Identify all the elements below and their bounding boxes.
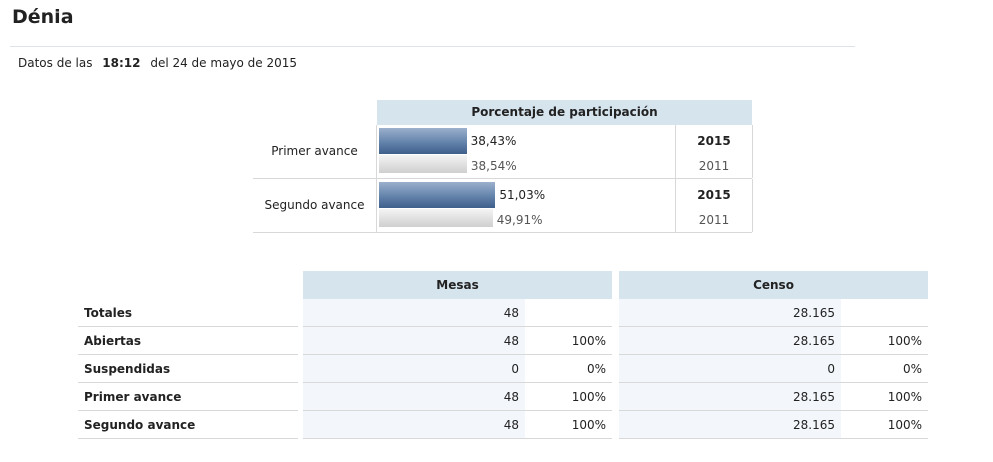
- bar-current: [379, 182, 496, 208]
- cell: [841, 299, 928, 327]
- cell: [619, 299, 841, 327]
- bar-previous: [379, 209, 493, 227]
- cell-sep: [752, 125, 753, 178]
- cell-sep: [675, 125, 676, 178]
- count: 0: [827, 362, 835, 376]
- row-label: Abiertas: [78, 327, 298, 355]
- title: Dénia: [12, 6, 74, 28]
- cell: [619, 383, 841, 411]
- row-label: Totales: [78, 299, 298, 327]
- cell: [841, 411, 928, 439]
- year-previous: 2011: [698, 213, 730, 227]
- timestamp-prefix: Datos de las: [18, 56, 93, 70]
- cell: [303, 327, 525, 355]
- count: 28.165: [793, 390, 835, 404]
- cell: [303, 299, 525, 327]
- count: 28.165: [793, 418, 835, 432]
- cell: [525, 411, 612, 439]
- cell: [525, 355, 612, 383]
- cell: [619, 355, 841, 383]
- cell: [525, 299, 612, 327]
- divider: [10, 46, 855, 47]
- bar-label: 38,54%: [470, 159, 517, 173]
- year-current: 2015: [697, 134, 731, 148]
- year-previous: 2011: [698, 159, 730, 173]
- count: 48: [503, 390, 519, 404]
- cell-sep: [675, 179, 676, 232]
- cell: [619, 411, 841, 439]
- percent: 0%: [902, 362, 922, 376]
- count: 0: [511, 362, 519, 376]
- cell: [303, 355, 525, 383]
- table-header: Mesas: [303, 271, 612, 299]
- percent: 0%: [586, 362, 606, 376]
- participation-header: Porcentaje de participación: [377, 100, 752, 125]
- percent: 100%: [571, 418, 606, 432]
- cell-sep: [752, 179, 753, 232]
- cell: [303, 383, 525, 411]
- table-header: Censo: [619, 271, 928, 299]
- cell: [525, 383, 612, 411]
- cell: [525, 327, 612, 355]
- percent: 100%: [571, 390, 606, 404]
- row-label: Primer avance: [78, 383, 298, 411]
- bar-previous: [379, 155, 467, 173]
- bar-label: 38,43%: [470, 134, 517, 148]
- cell: [841, 383, 928, 411]
- count: 48: [503, 418, 519, 432]
- cell-sep: [376, 179, 377, 232]
- cell: [619, 327, 841, 355]
- cell: [841, 327, 928, 355]
- timestamp: Datos de las 18:12 del 24 de mayo de 201…: [18, 56, 297, 70]
- percent: 100%: [571, 334, 606, 348]
- cell: [841, 355, 928, 383]
- year-current: 2015: [697, 188, 731, 202]
- bar-label: 51,03%: [499, 188, 546, 202]
- bar-current: [379, 128, 467, 154]
- cell: [303, 411, 525, 439]
- bar-label: 49,91%: [496, 213, 543, 227]
- row-label: Suspendidas: [78, 355, 298, 383]
- percent: 100%: [887, 418, 922, 432]
- row-label: Primer avance: [271, 144, 358, 158]
- percent: 100%: [887, 334, 922, 348]
- count: 28.165: [793, 334, 835, 348]
- row-label: Segundo avance: [264, 198, 365, 212]
- row-border: [253, 232, 752, 233]
- count: 28.165: [793, 306, 835, 320]
- timestamp-suffix: del 24 de mayo de 2015: [150, 56, 298, 70]
- cell-sep: [376, 125, 377, 178]
- row-border: [253, 178, 752, 179]
- count: 48: [503, 334, 519, 348]
- count: 48: [503, 306, 519, 320]
- timestamp-time: 18:12: [102, 56, 141, 70]
- row-label: Segundo avance: [78, 411, 298, 439]
- percent: 100%: [887, 390, 922, 404]
